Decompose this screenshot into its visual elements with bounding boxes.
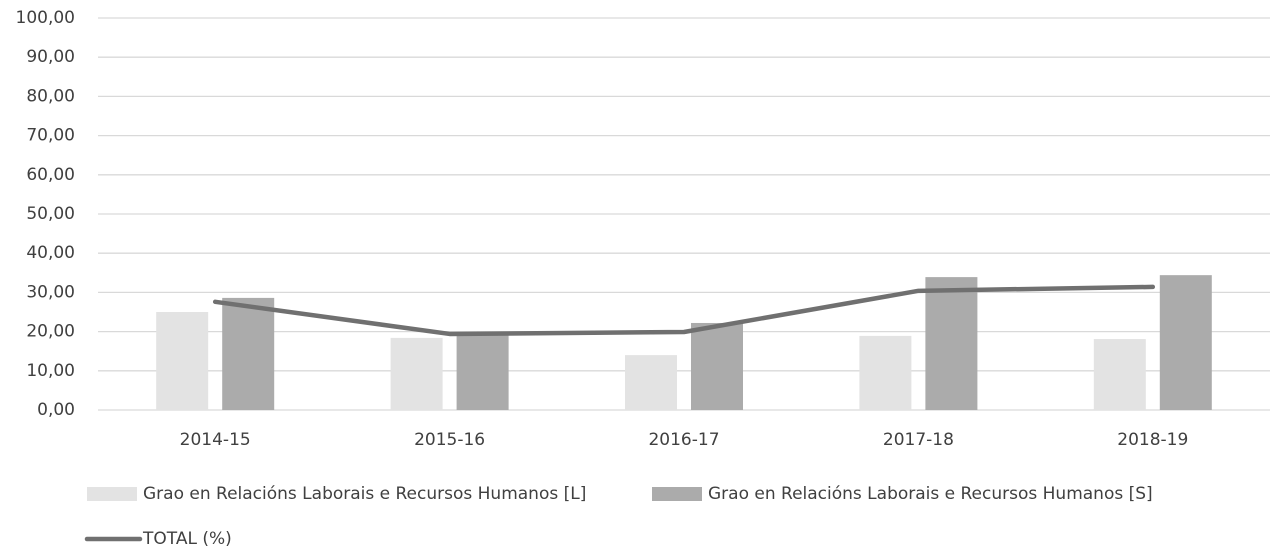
legend-label: Grao en Relacións Laborais e Recursos Hu…: [708, 484, 1153, 504]
bar: [691, 322, 743, 410]
x-tick-label: 2015-16: [414, 430, 485, 450]
legend-swatch: [87, 487, 137, 501]
x-tick-label: 2018-19: [1117, 430, 1188, 450]
y-tick-label: 60,00: [26, 165, 75, 185]
legend-label: Grao en Relacións Laborais e Recursos Hu…: [143, 484, 586, 504]
bar: [456, 333, 509, 410]
y-tick-label: 30,00: [26, 282, 75, 302]
y-tick-label: 10,00: [26, 361, 75, 381]
bar: [1159, 275, 1212, 410]
y-tick-label: 80,00: [26, 86, 75, 106]
x-tick-label: 2016-17: [648, 430, 719, 450]
y-tick-label: 40,00: [26, 243, 75, 263]
legend-label: TOTAL (%): [142, 529, 232, 549]
y-tick-label: 0,00: [37, 400, 75, 420]
y-tick-label: 50,00: [26, 204, 75, 224]
x-tick-label: 2017-18: [883, 430, 954, 450]
bar: [625, 355, 677, 410]
line-series: [212, 284, 1156, 337]
bar: [859, 335, 912, 410]
x-tick-label: 2014-15: [180, 430, 251, 450]
bar: [222, 297, 275, 410]
y-tick-label: 20,00: [26, 322, 75, 342]
bar: [156, 312, 209, 410]
bar: [1093, 339, 1146, 410]
y-tick-label: 100,00: [16, 8, 75, 28]
y-tick-label: 70,00: [26, 126, 75, 146]
bar: [390, 337, 443, 410]
bar: [925, 277, 978, 410]
y-tick-label: 90,00: [26, 47, 75, 67]
legend-swatch: [652, 487, 702, 501]
